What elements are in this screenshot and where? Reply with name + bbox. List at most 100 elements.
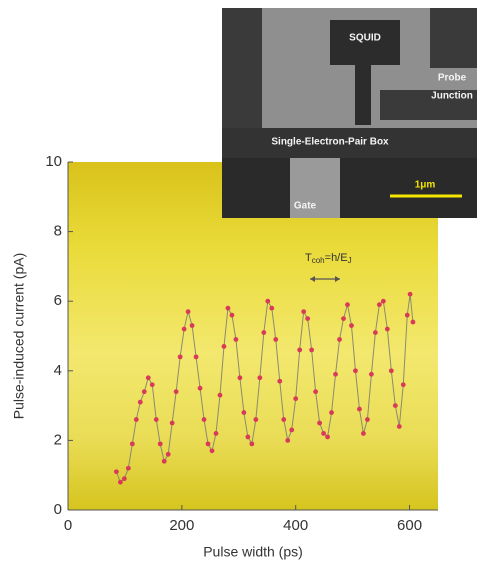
data-point: [285, 438, 291, 443]
data-point: [229, 312, 235, 318]
data-point: [369, 371, 374, 377]
data-point: [365, 417, 370, 422]
data-point: [353, 368, 358, 374]
plot-area: [68, 162, 438, 510]
data-point: [113, 469, 119, 475]
data-point: [293, 396, 299, 402]
data-point: [213, 431, 219, 436]
inset-shape: [355, 65, 371, 125]
data-point: [277, 378, 283, 384]
data-point: [209, 448, 215, 454]
data-point: [205, 441, 211, 447]
inset-label: SQUID: [349, 33, 381, 44]
data-point: [400, 382, 406, 388]
data-point: [129, 441, 135, 447]
data-point: [165, 451, 171, 457]
data-point: [341, 316, 346, 321]
data-point: [181, 326, 187, 332]
data-point: [361, 431, 366, 436]
data-point: [225, 305, 231, 311]
data-point: [189, 323, 195, 328]
inset-shape: [222, 158, 477, 218]
data-point: [265, 298, 271, 304]
data-point: [380, 298, 386, 304]
data-point: [313, 389, 319, 395]
data-point: [404, 312, 410, 318]
data-point: [396, 424, 402, 429]
data-point: [125, 465, 131, 471]
data-point: [121, 476, 127, 482]
y-tick-label: 0: [54, 501, 62, 518]
data-point: [217, 392, 223, 398]
data-point: [349, 323, 354, 328]
data-point: [221, 344, 227, 349]
y-tick-label: 4: [54, 362, 62, 379]
data-point: [273, 337, 279, 342]
data-point: [297, 347, 303, 353]
data-point: [141, 389, 147, 395]
data-point: [407, 291, 413, 297]
data-point: [410, 319, 416, 325]
data-point: [301, 309, 307, 315]
inset-shape: [290, 158, 340, 218]
data-point: [157, 441, 163, 447]
inset: SQUID Probe Junction Single-Electron-Pai…: [222, 8, 477, 218]
data-point: [177, 354, 183, 360]
data-point: [185, 309, 191, 315]
data-point: [329, 410, 334, 415]
inset-label: 1μm: [415, 180, 436, 191]
data-point: [245, 434, 251, 440]
data-point: [153, 417, 159, 422]
data-point: [337, 337, 342, 342]
data-point: [372, 330, 378, 335]
data-point: [173, 389, 179, 395]
data-point: [309, 347, 315, 353]
data-point: [197, 385, 203, 391]
data-point: [345, 302, 350, 308]
data-point: [376, 302, 382, 308]
data-point: [137, 399, 143, 405]
data-point: [357, 406, 362, 412]
data-point: [281, 417, 287, 422]
data-point: [149, 382, 155, 388]
data-point: [249, 441, 255, 447]
x-tick-label: 600: [397, 517, 422, 534]
data-point: [388, 368, 394, 374]
y-axis-label: Pulse-induced current (pA): [11, 253, 27, 420]
y-tick-label: 8: [54, 223, 62, 240]
data-point: [145, 375, 151, 381]
data-point: [233, 337, 239, 342]
inset-shape: [222, 8, 262, 128]
data-point: [317, 420, 322, 426]
data-point: [169, 420, 175, 426]
inset-label: Single-Electron-Pair Box: [271, 137, 389, 148]
annotation: Tcoh=h/EJ: [305, 252, 352, 265]
y-tick-label: 10: [45, 153, 62, 170]
data-point: [237, 375, 243, 381]
data-point: [241, 410, 247, 415]
data-point: [161, 458, 167, 464]
y-tick-label: 2: [54, 431, 62, 448]
data-point: [253, 417, 259, 422]
data-point: [269, 305, 275, 311]
inset-shape: [380, 90, 477, 120]
data-point: [289, 427, 295, 433]
data-point: [321, 431, 326, 436]
inset-label: Probe: [438, 73, 467, 84]
data-point: [117, 479, 123, 485]
data-point: [305, 316, 311, 321]
data-point: [384, 326, 390, 332]
inset-shape: [430, 8, 477, 68]
data-point: [257, 375, 263, 381]
data-point: [193, 354, 199, 360]
data-point: [333, 371, 338, 377]
data-point: [261, 330, 267, 335]
inset-label: Gate: [294, 201, 317, 212]
inset-shape: [330, 20, 400, 65]
x-tick-label: 200: [169, 517, 194, 534]
inset-shape: [222, 128, 477, 158]
data-point: [133, 417, 139, 422]
data-line: [115, 294, 414, 484]
x-tick-label: 400: [283, 517, 308, 534]
